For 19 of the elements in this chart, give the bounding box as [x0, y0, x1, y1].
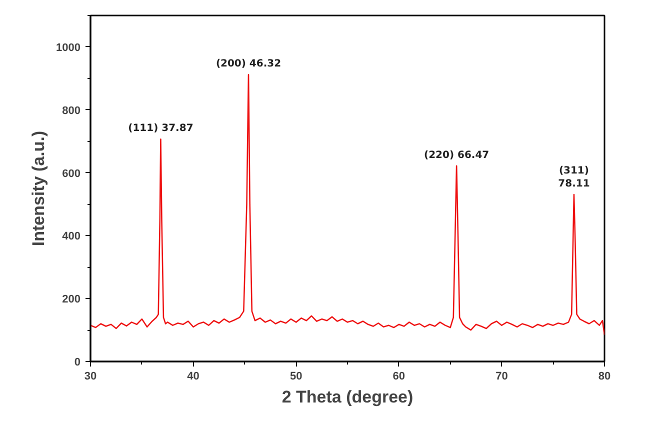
y-axis-title: Intensity (a.u.) — [29, 130, 48, 246]
annotation: (200) 46.32 — [216, 58, 282, 70]
x-tick-label: 50 — [290, 370, 302, 382]
y-tick-label: 600 — [62, 168, 81, 180]
annotation: (311) 78.11 — [558, 165, 590, 190]
x-tick-label: 60 — [392, 370, 406, 382]
line-series — [90, 74, 604, 336]
x-tick-label: 30 — [84, 370, 97, 382]
annotation: (220) 66.47 — [424, 150, 490, 161]
annotation: (111) 37.87 — [128, 123, 194, 134]
y-tick-label: 0 — [74, 356, 81, 368]
y-tick-label: 200 — [62, 294, 81, 306]
x-tick-label: 40 — [187, 370, 200, 382]
y-tick-label: 400 — [62, 230, 81, 243]
x-axis-title: 2 Theta (degree) — [282, 388, 414, 406]
y-tick-label: 800 — [62, 104, 81, 117]
x-tick-label: 70 — [496, 370, 508, 382]
y-tick-label: 1000 — [56, 42, 81, 54]
x-tick-label: 80 — [598, 370, 611, 382]
